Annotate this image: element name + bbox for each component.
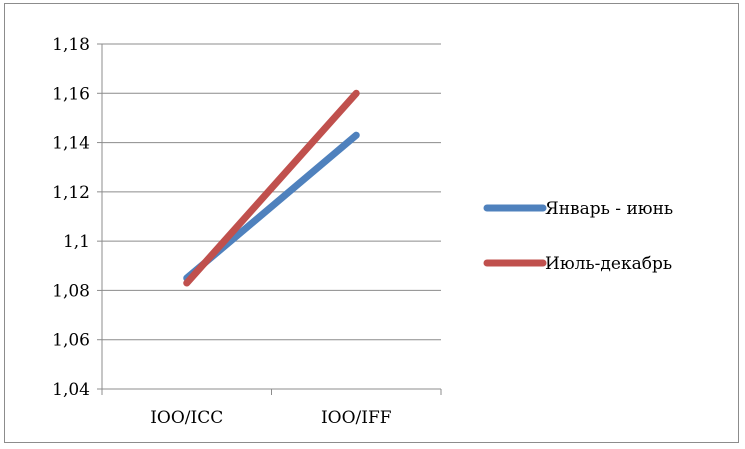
- x-axis-tick-labels: IOO/ICC IOO/IFF: [150, 408, 392, 428]
- y-tick-label: 1,08: [52, 281, 90, 301]
- y-tick-label: 1,16: [52, 84, 90, 104]
- chart-frame: 1,04 1,06 1,08 1,1 1,12 1,14 1,16 1,18 IOO/ICC I…: [4, 3, 739, 443]
- y-tick-label: 1,12: [52, 183, 90, 203]
- gridlines: [102, 43, 441, 341]
- y-tick-label: 1,06: [52, 331, 90, 351]
- y-tick-label: 1,1: [63, 232, 90, 252]
- y-tick-label: 1,14: [52, 134, 90, 154]
- y-tick-label: 1,04: [52, 380, 90, 400]
- x-tick-label: IOO/IFF: [321, 408, 392, 428]
- line-chart: 1,041,061,081,11,121,141,161,18 IOO/ICC I…: [52, 35, 673, 428]
- y-tick-label: 1,18: [52, 35, 90, 55]
- series-line-2: [183, 89, 360, 287]
- x-tick-label: IOO/ICC: [150, 408, 223, 428]
- series-lines: [183, 89, 360, 287]
- legend-label-1: Январь - июнь: [545, 199, 673, 219]
- legend: Январь - июнь Июль-декабрь: [483, 199, 673, 274]
- y-axis-tick-labels: 1,04 1,06 1,08 1,1 1,12 1,14 1,16 1,18: [52, 35, 90, 400]
- axes: [97, 43, 442, 395]
- legend-label-2: Июль-декабрь: [545, 254, 672, 274]
